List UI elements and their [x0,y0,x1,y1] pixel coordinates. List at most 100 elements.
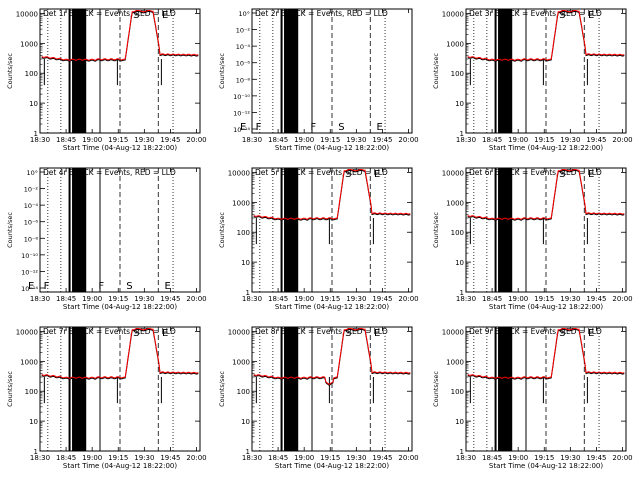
y-axis-label: Counts/sec [432,212,440,248]
y-tick-label: 10⁻¹⁴ [233,126,250,134]
y-axis-label: Counts/sec [218,53,226,89]
y-tick-label: 10 [29,100,38,108]
x-tick-label: 18:30 [456,295,476,303]
y-tick-label: 10⁻⁸ [24,235,39,243]
series-events-line [467,328,625,380]
x-axis-label: Start Time (04-Aug-12 18:22:00) [275,144,389,152]
x-axis-label: Start Time (04-Aug-12 18:22:00) [63,144,177,152]
series-events-line [41,328,199,380]
segment-letter: E [240,122,246,133]
y-tick-label: 1000 [232,199,250,207]
x-axis-label: Start Time (04-Aug-12 18:22:00) [489,303,603,311]
x-tick-label: 18:30 [30,136,50,144]
panel-title: Det 5r BLACK = Events, RED = LLD [255,168,388,177]
x-tick-label: 19:45 [160,295,180,303]
y-tick-label: 1 [34,130,38,138]
y-tick-label: 100 [25,388,38,396]
x-axis-label: Start Time (04-Aug-12 18:22:00) [63,303,177,311]
y-tick-label: 10⁻⁶ [24,219,39,227]
y-tick-label: 1000 [446,199,464,207]
x-tick-label: 18:45 [482,295,502,303]
panel-e-label: E [162,10,168,21]
x-tick-label: 18:30 [242,136,262,144]
segment-letter: S [126,281,132,292]
y-tick-label: 10 [455,100,464,108]
y-tick-label: 100 [237,229,250,237]
y-axis-label: Counts/sec [218,371,226,407]
x-tick-label: 19:45 [160,454,180,462]
y-tick-label: 10⁻² [236,27,251,35]
segment-letter: E [164,281,170,292]
x-tick-label: 19:15 [534,295,554,303]
panel-title: Det 2r BLACK = Events, RED = LLD [255,9,388,18]
x-tick-label: 19:15 [534,454,554,462]
segment-letter: S [338,122,344,133]
x-tick-label: 19:30 [346,295,366,303]
x-tick-label: 19:00 [508,454,528,462]
panel-s-label: S [345,328,351,339]
x-tick-label: 19:00 [294,295,314,303]
segment-letter: E [376,122,382,133]
y-axis-label: Counts/sec [432,371,440,407]
segment-letter: FF [287,122,299,133]
y-tick-label: 1000 [232,358,250,366]
panel-det-1: Det 1r BLACK = Events, RED = LLD 18:30 18:… [6,8,207,152]
panel-e-label: E [374,328,380,339]
series-lld-line [41,328,199,379]
y-tick-label: 10000 [228,169,250,177]
y-tick-label: 10⁻⁴ [24,202,39,210]
y-tick-label: 1 [460,130,464,138]
x-tick-label: 20:00 [398,295,418,303]
series-lld-line [253,328,411,386]
x-tick-label: 20:00 [186,295,206,303]
x-tick-label: 20:00 [186,454,206,462]
series-events-line [467,10,625,62]
x-tick-label: 18:30 [242,295,262,303]
x-tick-label: 19:45 [372,454,392,462]
x-tick-label: 19:45 [160,136,180,144]
y-tick-label: 1 [246,289,250,297]
segment-letter: FF [75,281,87,292]
series-events-line [41,10,199,62]
panel-e-label: E [374,169,380,180]
x-tick-label: 19:00 [82,136,102,144]
y-tick-label: 1 [460,289,464,297]
series-lld-line [467,169,625,220]
y-tick-label: 100 [25,70,38,78]
panel-s-label: S [559,169,565,180]
panel-e-label: E [588,10,594,21]
y-axis-label: Counts/sec [218,212,226,248]
y-tick-label: 10⁻⁸ [236,76,251,84]
x-tick-label: 19:00 [82,454,102,462]
panel-det-9: Det 9r BLACK = Events, RED = LLD 18:30 18:… [432,326,633,470]
segment-letter: F [44,281,50,292]
y-tick-label: 1 [34,448,38,456]
y-tick-label: 10⁻⁴ [236,43,251,51]
x-tick-label: 18:30 [242,454,262,462]
x-tick-label: 19:30 [134,454,154,462]
x-tick-label: 18:45 [56,295,76,303]
y-tick-label: 10000 [442,10,464,18]
panel-det-5: Det 5r BLACK = Events, RED = LLD 18:30 18:… [218,167,419,311]
x-tick-label: 19:45 [372,136,392,144]
y-tick-label: 10⁻¹⁰ [21,252,38,260]
panel-det-2: Det 2r BLACK = Events, RED = LLD 18:30 18:… [218,8,419,152]
y-tick-label: 1 [460,448,464,456]
x-tick-label: 19:15 [320,136,340,144]
x-tick-label: 18:30 [456,454,476,462]
panel-det-8: Det 8r BLACK = Events, RED = LLD 18:30 18:… [218,326,419,470]
panel-det-4: Det 4r BLACK = Events, RED = LLD 18:30 18:… [6,167,207,311]
y-axis-label: Counts/sec [6,371,14,407]
x-tick-label: 19:45 [586,136,606,144]
x-axis-label: Start Time (04-Aug-12 18:22:00) [275,303,389,311]
y-tick-label: 1000 [446,358,464,366]
y-tick-label: 1 [246,448,250,456]
x-tick-label: 19:45 [586,295,606,303]
x-tick-label: 18:30 [456,136,476,144]
x-tick-label: 20:00 [612,136,632,144]
panel-s-label: S [559,328,565,339]
y-tick-label: 100 [237,388,250,396]
panel-s-label: S [133,328,139,339]
x-tick-label: 19:30 [560,136,580,144]
